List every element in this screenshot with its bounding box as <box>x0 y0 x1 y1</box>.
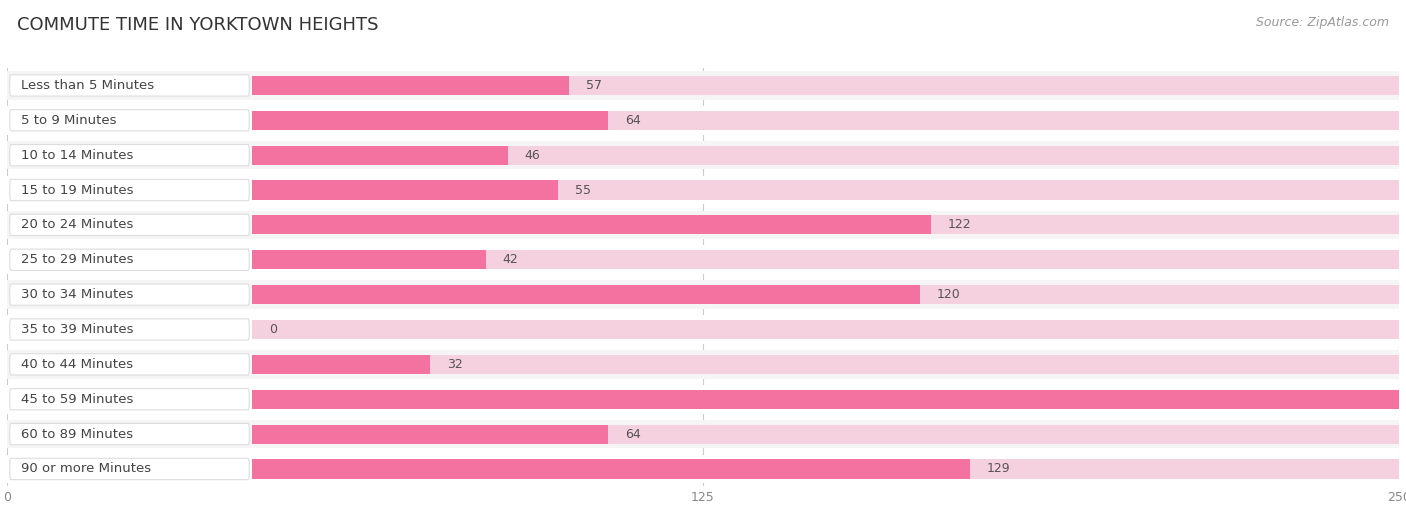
Text: 120: 120 <box>936 288 960 301</box>
Bar <box>252 250 1399 269</box>
FancyBboxPatch shape <box>10 110 249 131</box>
Bar <box>7 280 1399 309</box>
Bar <box>252 76 569 95</box>
Text: 90 or more Minutes: 90 or more Minutes <box>21 462 150 475</box>
FancyBboxPatch shape <box>10 354 249 375</box>
Bar <box>7 106 1399 134</box>
Bar <box>252 390 1399 409</box>
Text: 20 to 24 Minutes: 20 to 24 Minutes <box>21 219 134 231</box>
FancyBboxPatch shape <box>10 319 249 340</box>
Bar <box>252 215 1399 234</box>
Text: 15 to 19 Minutes: 15 to 19 Minutes <box>21 184 134 197</box>
Bar <box>252 180 558 200</box>
FancyBboxPatch shape <box>10 75 249 96</box>
Text: 60 to 89 Minutes: 60 to 89 Minutes <box>21 428 134 440</box>
Bar <box>7 211 1399 239</box>
Text: 30 to 34 Minutes: 30 to 34 Minutes <box>21 288 134 301</box>
FancyBboxPatch shape <box>10 214 249 235</box>
Bar <box>252 425 609 444</box>
Bar <box>252 285 1399 304</box>
Bar <box>7 315 1399 344</box>
Text: 55: 55 <box>575 184 591 197</box>
Text: 42: 42 <box>502 253 519 266</box>
FancyBboxPatch shape <box>10 389 249 410</box>
Bar <box>7 141 1399 169</box>
Text: 32: 32 <box>447 358 463 371</box>
Bar <box>7 176 1399 204</box>
Bar <box>252 76 1399 95</box>
Bar <box>252 459 1399 479</box>
FancyBboxPatch shape <box>10 458 249 480</box>
Text: 129: 129 <box>987 462 1011 475</box>
FancyBboxPatch shape <box>10 179 249 201</box>
Bar <box>252 111 1399 130</box>
Text: Source: ZipAtlas.com: Source: ZipAtlas.com <box>1256 16 1389 29</box>
Text: 10 to 14 Minutes: 10 to 14 Minutes <box>21 149 134 162</box>
Bar <box>252 180 1399 200</box>
Text: 25 to 29 Minutes: 25 to 29 Minutes <box>21 253 134 266</box>
Text: COMMUTE TIME IN YORKTOWN HEIGHTS: COMMUTE TIME IN YORKTOWN HEIGHTS <box>17 16 378 33</box>
Bar <box>7 385 1399 414</box>
Text: Less than 5 Minutes: Less than 5 Minutes <box>21 79 155 92</box>
Bar <box>252 145 1399 165</box>
Bar <box>7 454 1399 483</box>
FancyBboxPatch shape <box>10 249 249 270</box>
Bar <box>252 111 609 130</box>
Bar <box>252 355 430 374</box>
Text: 57: 57 <box>586 79 602 92</box>
Bar <box>252 285 920 304</box>
Bar <box>252 250 486 269</box>
Bar <box>7 245 1399 274</box>
Text: 40 to 44 Minutes: 40 to 44 Minutes <box>21 358 134 371</box>
FancyBboxPatch shape <box>10 144 249 166</box>
Bar <box>252 459 970 479</box>
Text: 122: 122 <box>948 219 972 231</box>
Bar <box>252 320 1399 339</box>
Text: 5 to 9 Minutes: 5 to 9 Minutes <box>21 114 117 127</box>
Bar <box>252 355 1399 374</box>
FancyBboxPatch shape <box>10 284 249 305</box>
Text: 35 to 39 Minutes: 35 to 39 Minutes <box>21 323 134 336</box>
Bar <box>252 215 931 234</box>
Bar <box>7 420 1399 448</box>
Bar <box>252 145 508 165</box>
Text: 46: 46 <box>524 149 540 162</box>
Text: 45 to 59 Minutes: 45 to 59 Minutes <box>21 393 134 406</box>
Text: 64: 64 <box>626 428 641 440</box>
Bar <box>7 350 1399 379</box>
Bar <box>7 71 1399 100</box>
Text: 0: 0 <box>269 323 277 336</box>
Text: 64: 64 <box>626 114 641 127</box>
Bar <box>252 390 1406 409</box>
Bar <box>252 425 1399 444</box>
FancyBboxPatch shape <box>10 424 249 445</box>
